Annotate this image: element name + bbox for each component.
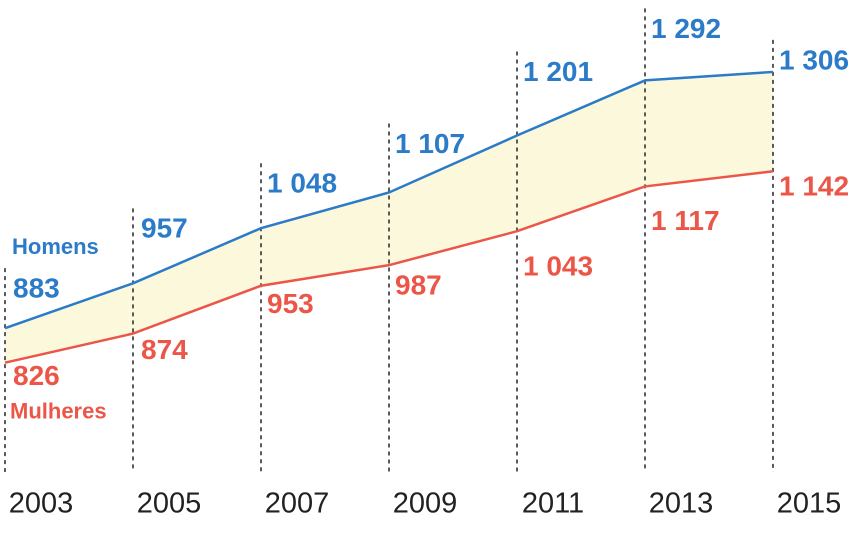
x-tick-label: 2003 [9, 488, 74, 520]
series-line [4, 70, 774, 330]
value-label: 1 048 [267, 168, 337, 199]
value-label: 953 [267, 288, 314, 319]
area-between [5, 71, 773, 363]
x-tick-label: 2005 [137, 488, 202, 520]
value-label: 1 107 [395, 128, 465, 159]
x-tick-label: 2009 [393, 488, 458, 520]
x-tick-label: 2007 [265, 488, 330, 520]
x-tick-label: 2011 [522, 488, 584, 520]
x-tick-label: 2015 [777, 488, 842, 520]
value-label: 826 [13, 360, 60, 391]
value-label: 957 [141, 213, 188, 244]
value-label: 1 117 [651, 205, 720, 236]
value-label: 874 [141, 334, 188, 365]
value-label: 1 306 [779, 44, 849, 75]
value-label: 987 [395, 270, 442, 301]
legend-label: Homens [12, 234, 99, 259]
value-label: 1 142 [779, 171, 849, 202]
series-line [4, 170, 774, 364]
legend-label: Mulheres [10, 398, 107, 423]
value-label: 883 [13, 273, 60, 304]
x-tick-label: 2013 [649, 488, 714, 520]
value-label: 1 201 [523, 56, 593, 87]
value-label: 1 043 [523, 251, 593, 282]
value-label: 1 292 [651, 13, 721, 44]
